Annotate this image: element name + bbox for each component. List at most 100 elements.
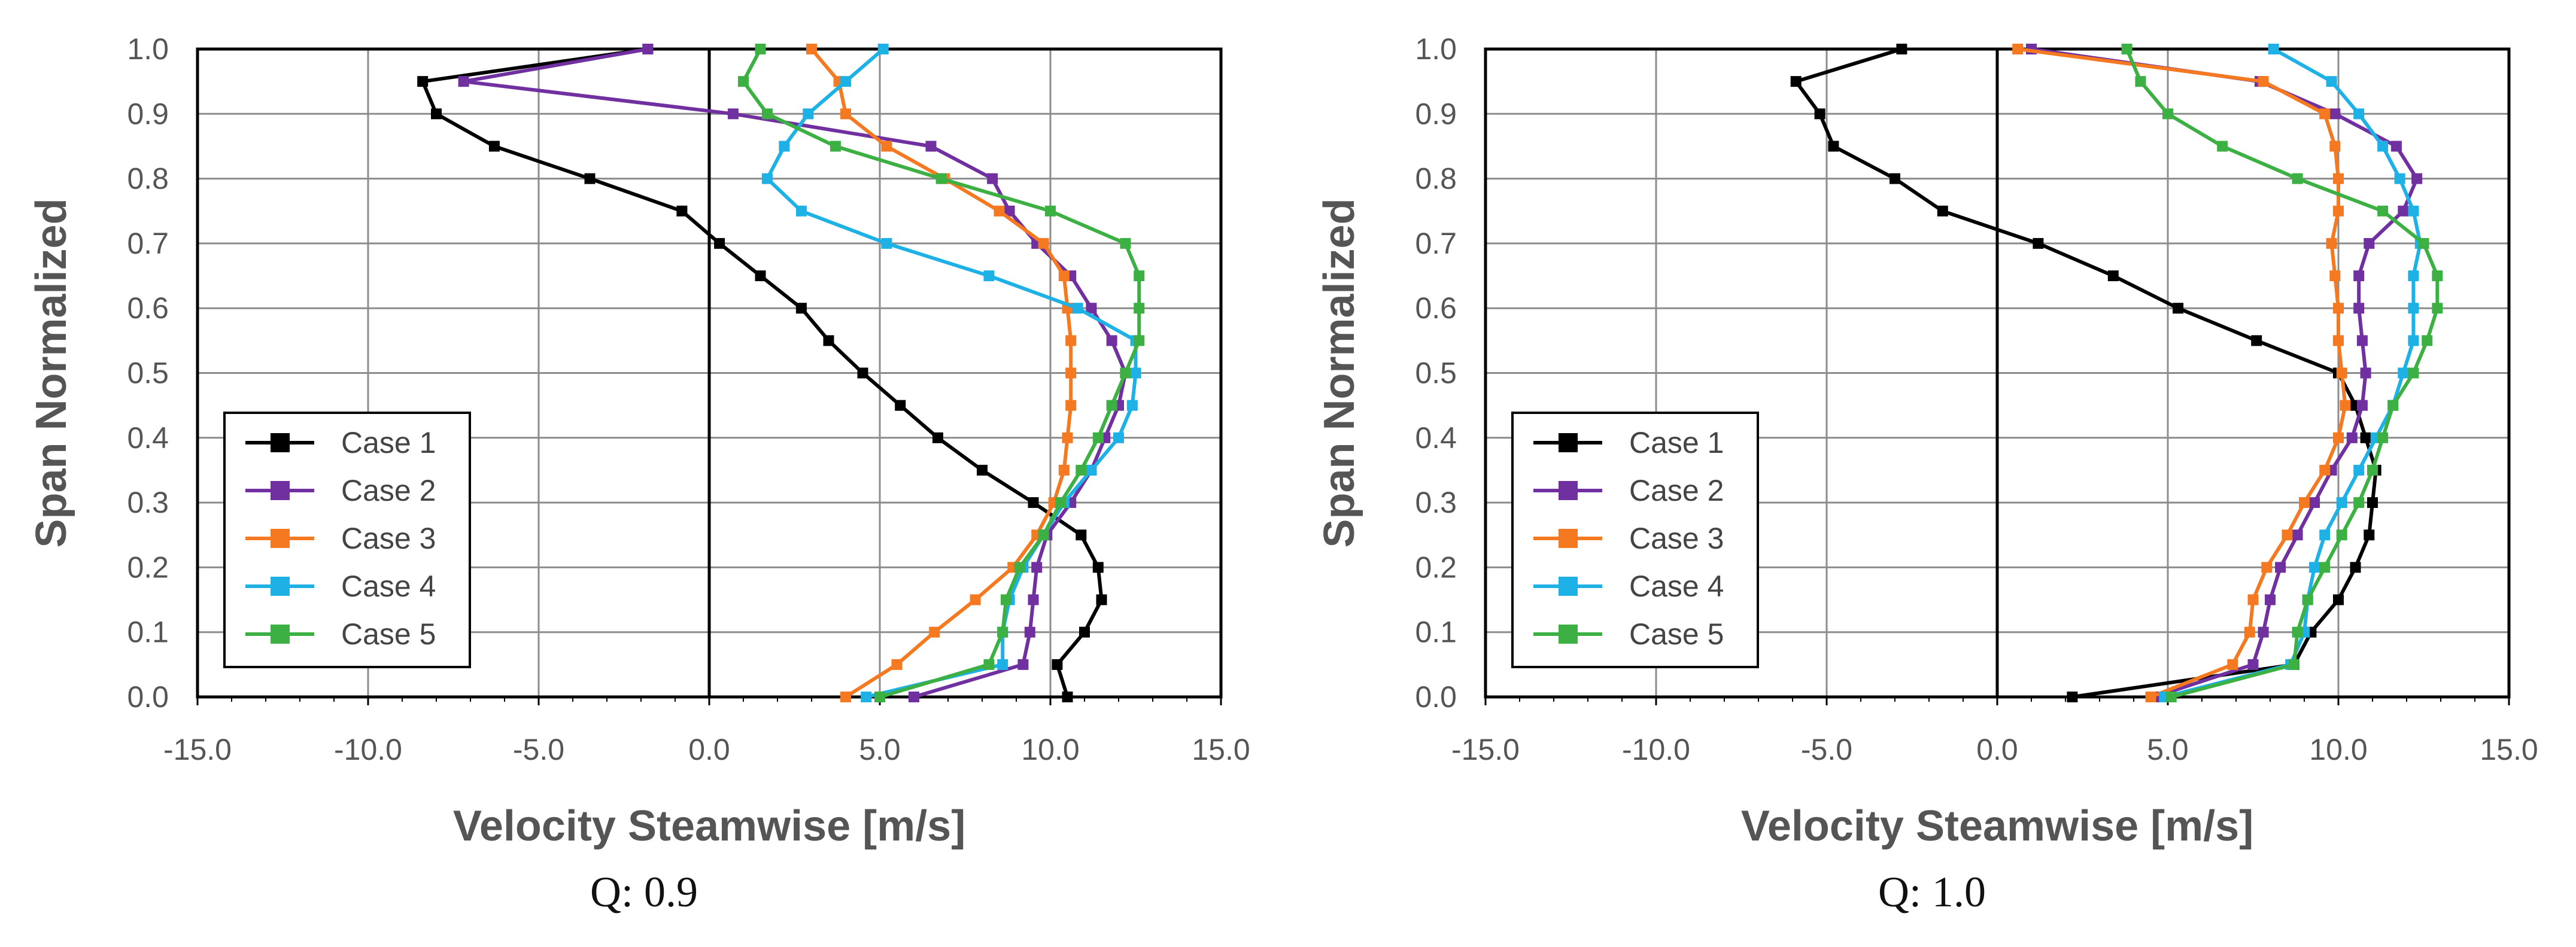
data-point [2408,270,2419,282]
y-tick-label: 0.4 [127,421,169,455]
data-point [2333,173,2344,184]
y-tick-label: 0.1 [1415,616,1457,649]
data-point [2377,141,2389,152]
data-point [2360,432,2371,443]
data-point [2319,562,2331,573]
legend-item: Case 3 [245,522,436,555]
x-tick-label: 5.0 [859,733,901,766]
data-point [2292,173,2303,184]
data-point [2299,497,2310,508]
data-point [488,141,500,152]
data-point [2329,108,2341,120]
chart-caption: Q: 0.9 [590,868,698,916]
legend-marker [1559,433,1578,452]
y-tick-label: 0.6 [127,291,169,325]
data-point [761,108,773,120]
legend-label: Case 2 [341,474,436,507]
data-point [2353,497,2365,508]
data-point [2251,335,2262,346]
data-point [1120,367,1131,379]
legend-label: Case 1 [1629,426,1724,459]
data-point [803,108,814,120]
y-tick-label: 0.6 [1415,291,1457,325]
y-tick-label: 0.8 [1415,162,1457,196]
data-point [2360,367,2371,379]
data-point [779,141,790,152]
data-point [2367,464,2378,476]
series-case-5 [2121,44,2443,702]
data-point [881,237,892,249]
legend-label: Case 5 [1629,617,1724,651]
x-tick-label: -5.0 [513,733,564,766]
data-point [2356,400,2368,411]
legend-marker [271,577,290,596]
data-point [738,76,749,87]
data-point [1072,303,1083,314]
data-point [2408,335,2419,346]
data-point [2377,205,2389,217]
data-point [2353,270,2365,282]
data-point [983,659,995,670]
data-point [2121,44,2133,54]
data-point [929,626,940,638]
legend-label: Case 5 [341,617,436,651]
legend-marker [271,433,290,452]
data-point [987,173,998,184]
y-tick-label: 0.7 [127,227,169,260]
data-point [2364,529,2375,541]
data-point [1106,400,1117,411]
data-point [1790,76,1802,87]
y-tick-label: 0.8 [127,162,169,196]
data-point [2292,529,2303,541]
data-point [2333,205,2344,217]
data-point [2432,303,2443,314]
data-point [2275,562,2286,573]
data-point [2326,76,2337,87]
data-point [2067,692,2078,702]
data-point [1076,464,1087,476]
data-point [2411,173,2423,184]
x-tick-label: -10.0 [334,733,402,766]
data-point [2329,141,2341,152]
data-point [1120,237,1131,249]
data-point [2227,659,2238,670]
data-point [2282,529,2293,541]
data-point [2244,626,2255,638]
data-point [2247,594,2259,605]
data-point [1092,562,1104,573]
legend-marker [271,625,290,644]
x-tick-label: -5.0 [1801,733,1852,766]
data-point [2258,76,2269,87]
data-point [2408,205,2419,217]
legend-marker [271,481,290,500]
data-point [2356,335,2368,346]
data-point [2336,367,2347,379]
data-point [1890,173,1900,184]
data-point [2350,562,2361,573]
data-point [1062,432,1073,443]
y-axis-title: Span Normalized [28,198,75,547]
x-tick-label: -10.0 [1622,733,1690,766]
data-point [2336,497,2347,508]
data-point [2387,400,2399,411]
data-point [2162,108,2173,120]
data-point [2408,367,2419,379]
data-point [983,270,995,282]
data-point [1000,594,1011,605]
data-point [1045,205,1056,217]
data-point [2390,141,2402,152]
x-tick-label: 15.0 [1192,733,1250,766]
x-tick-label: 10.0 [2309,733,2367,766]
legend-item: Case 2 [1533,474,1724,507]
data-point [2309,497,2320,508]
data-point [1814,108,1825,120]
data-point [1113,432,1124,443]
data-point [714,237,725,249]
data-point [1024,626,1035,638]
data-point [2353,108,2365,120]
data-point [1065,400,1077,411]
data-point [1052,659,1063,670]
data-point [1017,659,1029,670]
legend-item: Case 5 [245,617,436,651]
legend-label: Case 1 [341,426,436,459]
